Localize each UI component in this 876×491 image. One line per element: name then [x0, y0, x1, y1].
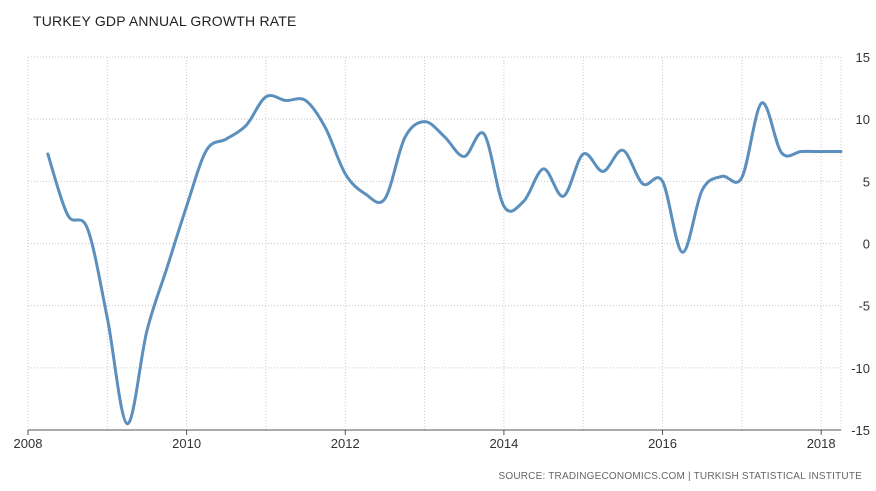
x-tick-label: 2012: [331, 436, 360, 451]
x-tick-label: 2016: [648, 436, 677, 451]
plot-area: [28, 57, 841, 430]
series-line: [46, 94, 843, 426]
chart-title: TURKEY GDP ANNUAL GROWTH RATE: [33, 13, 297, 29]
y-tick-label: 0: [863, 237, 870, 252]
y-tick-label: -10: [851, 361, 870, 376]
x-tick-label: 2008: [14, 436, 43, 451]
x-tick-label: 2010: [172, 436, 201, 451]
y-axis: 15 10 5 0 -5 -10 -15: [851, 50, 870, 438]
x-axis: 2008 2010 2012 2014 2016 2018: [14, 429, 841, 451]
y-tick-label: 10: [856, 112, 870, 127]
source-note: SOURCE: TRADINGECONOMICS.COM | TURKISH S…: [498, 471, 862, 482]
x-tick-label: 2014: [489, 436, 518, 451]
x-tick-label: 2018: [807, 436, 836, 451]
y-tick-label: 15: [856, 50, 870, 65]
series-layer: [46, 94, 843, 426]
y-tick-label: -15: [851, 423, 870, 438]
y-tick-label: 5: [863, 174, 870, 189]
y-tick-label: -5: [858, 299, 870, 314]
